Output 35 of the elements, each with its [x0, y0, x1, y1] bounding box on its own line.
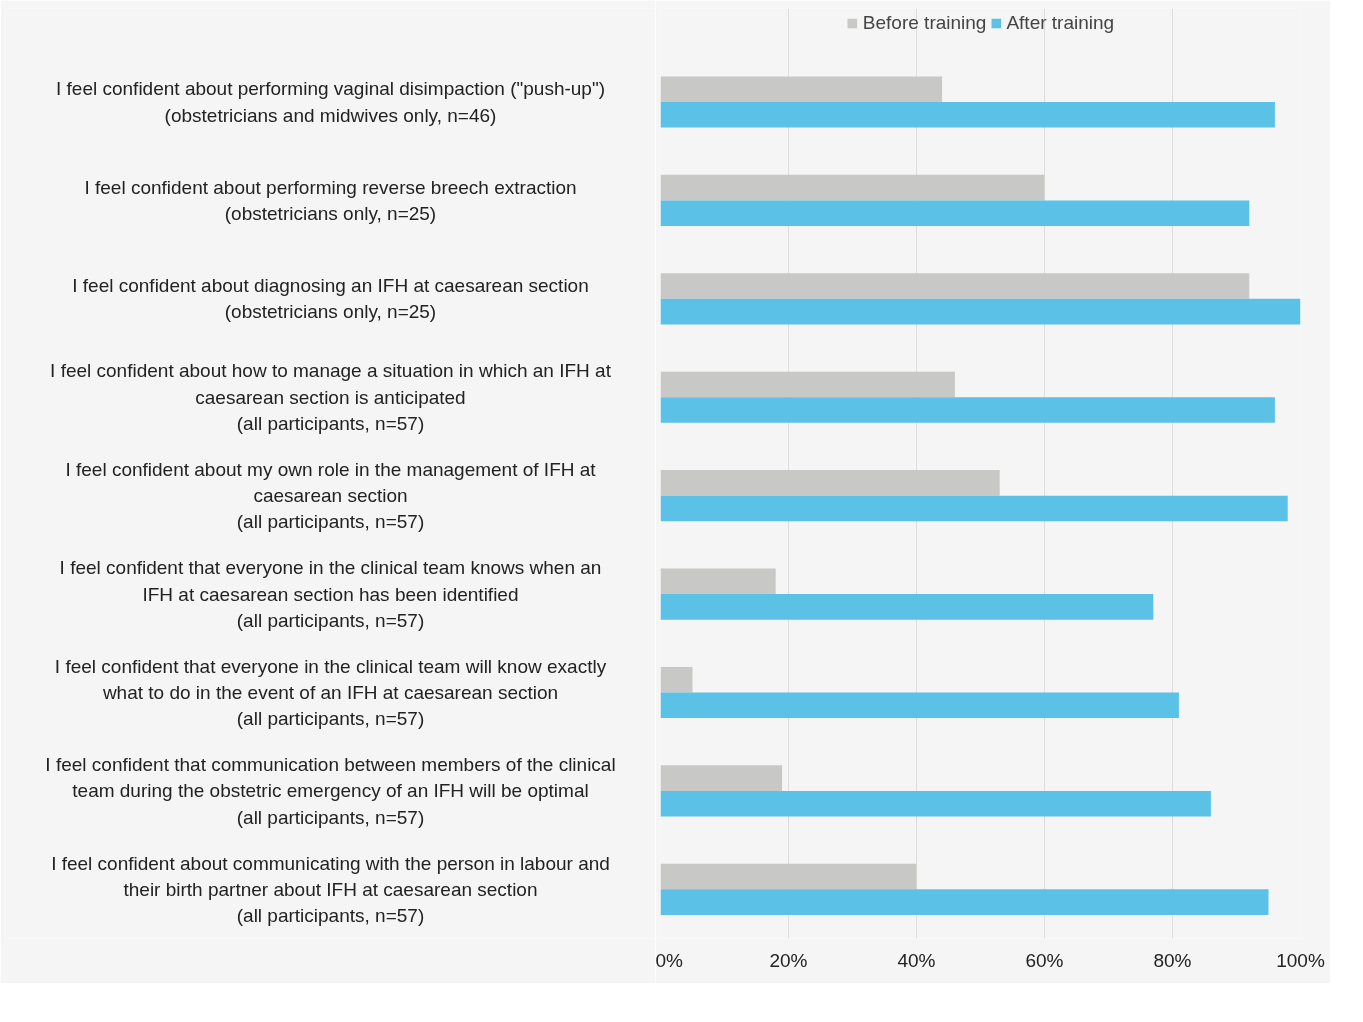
- bar: [660, 889, 1269, 915]
- bar: [660, 76, 943, 102]
- bar: [660, 765, 783, 791]
- bar: [660, 790, 1211, 817]
- x-tick-label: 0%: [655, 949, 684, 971]
- y-tick-label: I feel confident about how to manage a situation in which an IFH at caesarean section is anticipated (all participants, n=57): [50, 360, 612, 434]
- y-tick-label: I feel confident about diagnosing an IFH at caesarean section (obstetricians only, n=25): [72, 275, 589, 323]
- bar: [660, 200, 1250, 226]
- bar: [660, 298, 1301, 325]
- bar: [660, 863, 917, 890]
- y-tick-label: I feel confident that everyone in the clinical team knows when an IFH at caesarean section has been identified (all participants, n=57): [59, 557, 602, 631]
- bar: [660, 174, 1045, 201]
- y-tick-label: I feel confident that communication between members of the clinical team during the obstetric emergency of an IFH will be optimal (all participants, n=57): [45, 754, 616, 828]
- x-tick-label: 80%: [1153, 949, 1192, 971]
- y-tick-label: I feel confident about performing vaginal disimpaction ("push-up") (obstetricians and midwives only, n=46): [56, 78, 605, 126]
- x-tick-label: 60%: [1025, 949, 1064, 971]
- y-tick-label: I feel confident about performing reverse breech extraction (obstetricians only, n=25): [84, 176, 577, 225]
- bar: [660, 568, 776, 595]
- bar: [660, 692, 1179, 719]
- x-tick-label: 20%: [769, 949, 808, 971]
- legend-label: After training: [1006, 12, 1115, 34]
- bar: [660, 273, 1250, 299]
- bar: [660, 397, 1275, 423]
- x-tick-label: 100%: [1276, 949, 1325, 971]
- bar: [660, 371, 955, 398]
- bar: [660, 666, 693, 693]
- bar: [660, 101, 1275, 128]
- bar: [660, 594, 1154, 620]
- bar: [660, 470, 1000, 496]
- bar: [660, 495, 1288, 522]
- y-tick-label: I feel confident about my own role in the management of IFH at caesarean section (all participants, n=57): [65, 458, 597, 533]
- x-tick-label: 40%: [897, 949, 936, 971]
- y-tick-label: I feel confident that everyone in the clinical team will know exactly what to do in the event of an IFH at caesarean section (all participants, n=57): [54, 655, 607, 730]
- y-tick-label: I feel confident about communicating with the person in labour and their birth partner about IFH at caesarean section (all participants, n=57): [51, 852, 610, 927]
- legend-label: Before training: [862, 12, 987, 34]
